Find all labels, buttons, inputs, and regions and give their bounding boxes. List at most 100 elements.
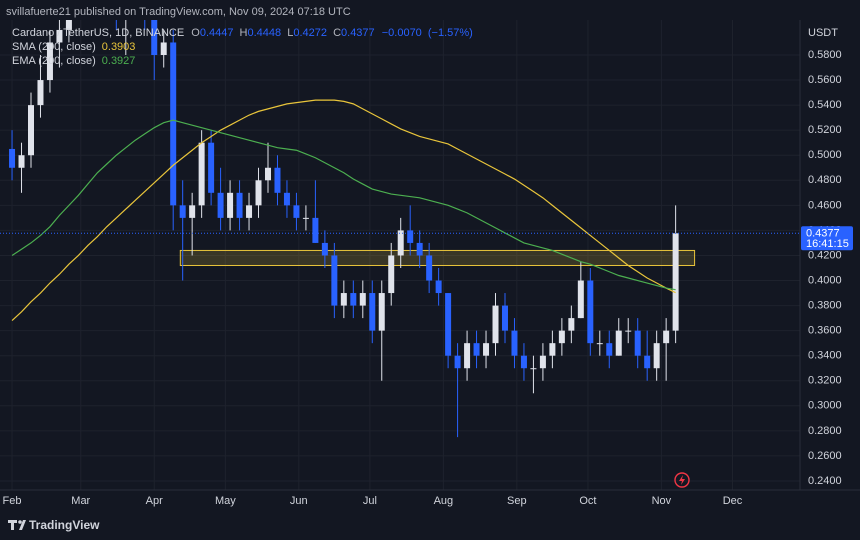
axes: 0.2400 0.2600 0.2800 0.3000 0.3200 0.3400 0.36… [3, 49, 853, 507]
indicator-value: 0.3903 [102, 41, 136, 53]
candle-body [549, 343, 556, 356]
candle-body [644, 355, 651, 369]
ohlc-letter: H [240, 27, 248, 39]
candle-body [606, 343, 613, 356]
ohlc-value: 0.4272 [293, 27, 327, 39]
y-tick-label: 0.5000 [808, 149, 842, 161]
candle-body [189, 205, 196, 218]
candle-body [27, 105, 34, 156]
candle-body [217, 192, 224, 218]
indicator-line [11, 119, 676, 291]
y-tick-label: 0.4800 [808, 174, 842, 186]
y-tick-label: 0.5800 [808, 49, 842, 61]
x-tick-label: Feb [3, 495, 22, 507]
plot-area [0, 20, 800, 438]
symbol: Cardano / TetherUS, 1D, BINANCE [12, 27, 184, 39]
y-tick-label: 0.2400 [808, 475, 842, 487]
candle-body [501, 305, 508, 331]
candle-body [596, 343, 603, 345]
candle-body [65, 20, 72, 30]
y-tick-label: 0.5200 [808, 124, 842, 136]
candle-body [46, 42, 53, 81]
indicator-line [11, 99, 676, 322]
y-tick-label: 0.4600 [808, 199, 842, 211]
event-icon [674, 472, 690, 488]
change-percent: (−1.57%) [428, 27, 473, 39]
candle-body [340, 293, 347, 306]
candle-body [264, 167, 271, 181]
candle-body [359, 293, 366, 306]
y-tick-label: 0.4200 [808, 249, 842, 261]
y-tick-label: 0.3000 [808, 400, 842, 412]
candle-body [587, 280, 594, 344]
candle-body [416, 242, 423, 256]
candle-body [672, 233, 679, 331]
candle-body [160, 42, 167, 56]
ohlc-value: 0.4447 [200, 27, 234, 39]
candle-body [37, 80, 44, 106]
candle-body [558, 330, 565, 344]
legend-ema: EMA (200, close) 0.3927 [12, 55, 135, 67]
candle-body [511, 330, 518, 356]
footer-logo [8, 520, 26, 530]
candle-body [198, 142, 205, 206]
candle-body [426, 255, 433, 281]
candle-body [473, 343, 480, 356]
x-tick-label: Apr [146, 495, 163, 507]
candle-body [483, 343, 490, 356]
candle-body [9, 148, 16, 168]
y-tick-label: 0.5400 [808, 99, 842, 111]
legend-sma: SMA (200, close) 0.3903 [12, 41, 135, 53]
candle-body [255, 180, 262, 206]
candle-body [454, 355, 461, 369]
y-tick-label: 0.2800 [808, 425, 842, 437]
candle-body [151, 20, 158, 56]
change: −0.0070 [382, 27, 422, 39]
candle-body [568, 318, 575, 331]
candle-body [634, 330, 641, 356]
support-zone [179, 249, 696, 266]
y-tick-label: 0.3800 [808, 299, 842, 311]
candle-body [530, 368, 537, 370]
x-tick-label: Dec [723, 495, 743, 507]
publisher-header: svillafuerte21 published on TradingView.… [6, 6, 351, 18]
x-tick-label: Nov [652, 495, 672, 507]
candle-body [397, 230, 404, 256]
y-tick-label: 0.5600 [808, 74, 842, 86]
ohlc-letter: C [333, 27, 341, 39]
last-price-box [801, 226, 853, 251]
y-tick-label: 0.2600 [808, 450, 842, 462]
candle-body [321, 242, 328, 256]
candle-body [246, 205, 253, 218]
candle-body [312, 217, 319, 243]
candle-body [520, 355, 527, 369]
candle-body [331, 255, 338, 306]
indicator-name: SMA (200, close) [12, 41, 96, 53]
candle-body [227, 192, 234, 218]
last-price-label: 0.4377 [806, 228, 840, 240]
y-tick-label: 0.4000 [808, 274, 842, 286]
candle-body [18, 155, 25, 168]
countdown-label: 16:41:15 [806, 238, 849, 250]
candle-body [625, 330, 632, 332]
currency: USDT [808, 27, 838, 39]
indicator-name: EMA (200, close) [12, 55, 96, 67]
indicator-value: 0.3927 [102, 55, 136, 67]
candle-body [274, 167, 281, 193]
candle-body [663, 330, 670, 344]
footer-brand: TradingView [29, 518, 100, 532]
y-tick-label: 0.3400 [808, 350, 842, 362]
candle-body [407, 230, 414, 243]
candle-body [577, 280, 584, 319]
x-tick-label: Jun [290, 495, 308, 507]
candle-body [492, 305, 499, 344]
x-tick-label: Sep [507, 495, 527, 507]
candle-body [464, 343, 471, 369]
candle-body [170, 42, 177, 206]
candle-body [653, 343, 660, 369]
x-tick-label: Mar [71, 495, 90, 507]
ohlc-value: 0.4377 [341, 27, 375, 39]
x-tick-label: Aug [434, 495, 454, 507]
legend-main: Cardano / TetherUS, 1D, BINANCE O0.4447 … [12, 27, 473, 39]
